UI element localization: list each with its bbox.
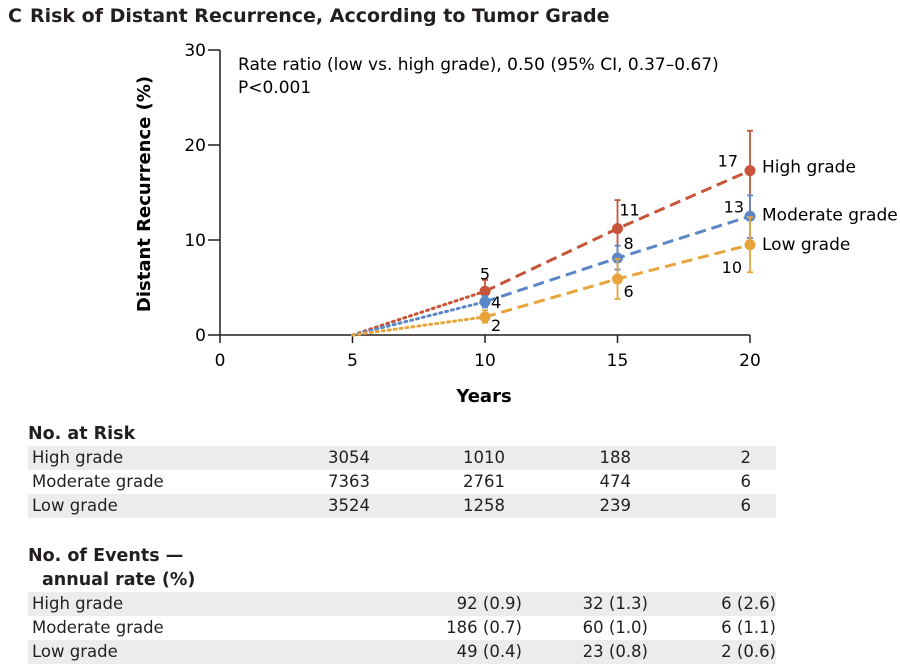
events-table-cell: 60 (1.0)	[582, 618, 648, 637]
low-dotted-segment	[351, 315, 487, 337]
risk-table-cell: 239	[599, 496, 632, 515]
y-tick-label: 10	[184, 231, 206, 251]
events-table-cell: 6 (1.1)	[721, 618, 776, 637]
low-point	[479, 311, 491, 323]
events-table-row-label: High grade	[32, 594, 124, 613]
events-table-row: High grade 92 (0.9) 32 (1.3) 6 (2.6)	[28, 592, 776, 616]
x-tick-label: 0	[215, 351, 226, 371]
risk-table-cell: 2761	[463, 472, 505, 491]
panel-title: C Risk of Distant Recurrence, According t…	[8, 5, 610, 27]
x-tick-label: 15	[607, 351, 629, 371]
high-dotted-segment	[351, 289, 487, 337]
low-data-label: 6	[624, 282, 634, 301]
risk-table-row: Low grade 3524 1258 239 6	[28, 494, 776, 518]
risk-table-row-label: High grade	[32, 448, 124, 467]
high-point	[612, 223, 623, 235]
x-tick-label: 5	[347, 351, 358, 371]
chart-marks: 5 11 17 High grade 4 8 13 Moderate grade 2 6 10 Low…	[351, 129, 898, 337]
moderate-point	[479, 296, 491, 308]
low-legend-label: Low grade	[762, 235, 850, 255]
events-table-row-label: Moderate grade	[32, 618, 164, 637]
events-table-cell: 92 (0.9)	[456, 594, 522, 613]
events-table-cell: 32 (1.3)	[582, 594, 648, 613]
risk-table-cell: 188	[599, 448, 632, 467]
risk-table-row: Moderate grade 7363 2761 474 6	[28, 470, 776, 494]
events-table: No. of Events — annual rate (%) High gra…	[28, 544, 776, 664]
low-point	[612, 273, 623, 285]
events-table-cell: 2 (0.6)	[721, 642, 776, 661]
high-legend-label: High grade	[762, 158, 856, 178]
high-data-label: 17	[718, 152, 738, 171]
risk-table-cell: 6	[740, 496, 752, 515]
x-tick-label: 20	[739, 351, 761, 371]
annotation-line-2: P<0.001	[238, 78, 311, 98]
high-point	[744, 165, 756, 177]
moderate-data-label: 8	[624, 234, 634, 253]
y-axis-label: Distant Recurrence (%)	[134, 76, 155, 312]
y-tick-label: 0	[195, 326, 206, 346]
events-table-cell: 23 (0.8)	[582, 642, 648, 661]
annotation-line-1: Rate ratio (low vs. high grade), 0.50 (9…	[238, 55, 719, 75]
moderate-legend-label: Moderate grade	[762, 205, 898, 225]
risk-table-cell: 6	[740, 472, 752, 491]
events-table-row: Moderate grade 186 (0.7) 60 (1.0) 6 (1.1)	[28, 616, 776, 640]
moderate-dotted-segment	[351, 300, 487, 337]
panel-title-text: Risk of Distant Recurrence, According to…	[29, 5, 610, 27]
high-point	[479, 285, 491, 297]
risk-table-row-label: Moderate grade	[32, 472, 164, 491]
high-data-label: 5	[480, 264, 490, 283]
moderate-point	[612, 252, 623, 264]
risk-table-cell: 1258	[463, 496, 505, 515]
risk-table-row-label: Low grade	[32, 496, 118, 515]
x-tick-label: 10	[474, 351, 496, 371]
x-axis-label: Years	[455, 386, 511, 407]
risk-table-row: High grade 3054 1010 188 2	[28, 446, 776, 470]
moderate-point	[744, 210, 756, 222]
chart: 0 10 20 30 0 5 10 15 20 5 11 17 High grade 4 8 13 Moder…	[134, 41, 898, 407]
risk-table-heading: No. at Risk	[28, 424, 136, 444]
events-table-row: Low grade 49 (0.4) 23 (0.8) 2 (0.6)	[28, 640, 776, 664]
events-table-cell: 49 (0.4)	[456, 642, 522, 661]
moderate-data-label: 4	[491, 293, 501, 312]
risk-table-cell: 7363	[328, 472, 370, 491]
events-table-heading-line2: annual rate (%)	[42, 570, 196, 590]
y-tick-label: 30	[184, 41, 206, 61]
high-data-label: 11	[619, 201, 639, 220]
panel-letter: C	[8, 5, 22, 27]
low-data-label: 10	[722, 258, 742, 277]
y-tick-label: 20	[184, 136, 206, 156]
risk-table: No. at Risk High grade 3054 1010 188 2 Modera…	[28, 422, 776, 518]
events-table-heading-line1: No. of Events —	[28, 546, 184, 566]
chart-axes: 0 10 20 30 0 5 10 15 20	[184, 41, 760, 371]
moderate-data-label: 13	[724, 197, 744, 216]
risk-table-cell: 3524	[328, 496, 370, 515]
risk-table-cell: 474	[599, 472, 632, 491]
events-table-cell: 186 (0.7)	[446, 618, 522, 637]
risk-table-cell: 3054	[328, 448, 370, 467]
low-point	[744, 239, 756, 251]
risk-table-cell: 2	[740, 448, 752, 467]
events-table-cell: 6 (2.6)	[721, 594, 776, 613]
low-data-label: 2	[491, 316, 501, 335]
risk-table-cell: 1010	[463, 448, 505, 467]
events-table-row-label: Low grade	[32, 642, 118, 661]
